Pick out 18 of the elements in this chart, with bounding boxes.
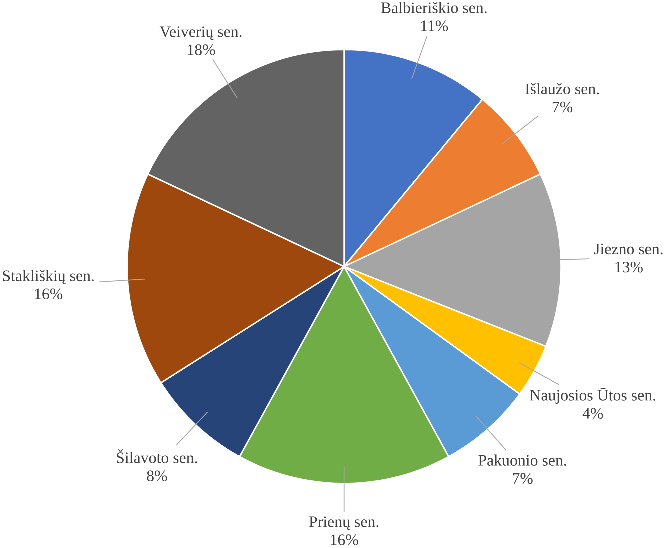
slice-label: Pakuonio sen. bbox=[478, 454, 566, 466]
data-label: 8% bbox=[147, 470, 168, 482]
slice-label: Stakliškių sen. bbox=[3, 270, 94, 285]
data-label: 7% bbox=[513, 474, 533, 484]
data-label: 16% bbox=[35, 288, 63, 300]
slice-label: Veiverių sen. bbox=[160, 26, 242, 40]
slice-label: Išlaužo sen. bbox=[526, 83, 600, 95]
slice-label: Balbieriškio sen. bbox=[381, 2, 487, 14]
data-label: 13% bbox=[616, 262, 643, 273]
slice-label: Prienų sen. bbox=[309, 516, 379, 530]
data-label: 11% bbox=[421, 20, 448, 32]
data-label: 7% bbox=[552, 102, 573, 113]
slice-label: Jiezno sen. bbox=[594, 244, 663, 255]
slice-label: Naujosios Ūtos sen. bbox=[530, 388, 656, 404]
data-label: 16% bbox=[331, 534, 358, 546]
slice-label: Šilavoto sen. bbox=[117, 450, 198, 464]
data-label: 18% bbox=[188, 44, 216, 56]
data-label: 4% bbox=[582, 408, 604, 420]
